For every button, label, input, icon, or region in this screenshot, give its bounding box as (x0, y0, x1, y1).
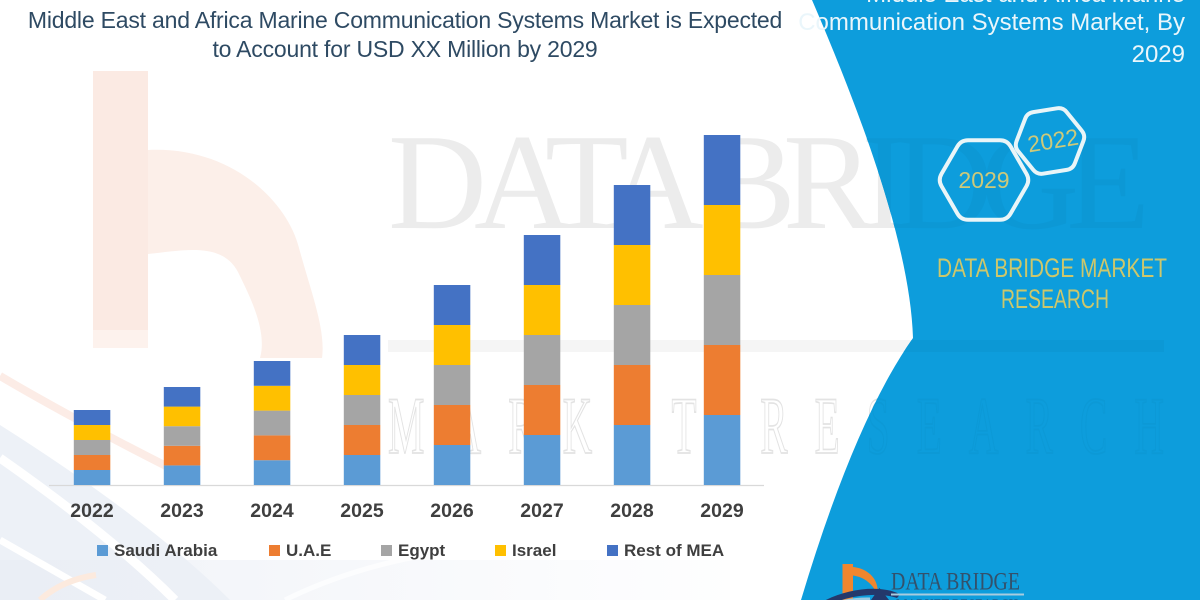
svg-text:2029: 2029 (958, 167, 1009, 193)
svg-text:DATA BRIDGE MARKET: DATA BRIDGE MARKET (937, 253, 1167, 283)
svg-text:MARKET RESEARCH: MARKET RESEARCH (896, 597, 1018, 600)
svg-text:DATA BRIDGE: DATA BRIDGE (891, 567, 1020, 596)
svg-text:RESEARCH: RESEARCH (1001, 284, 1109, 314)
